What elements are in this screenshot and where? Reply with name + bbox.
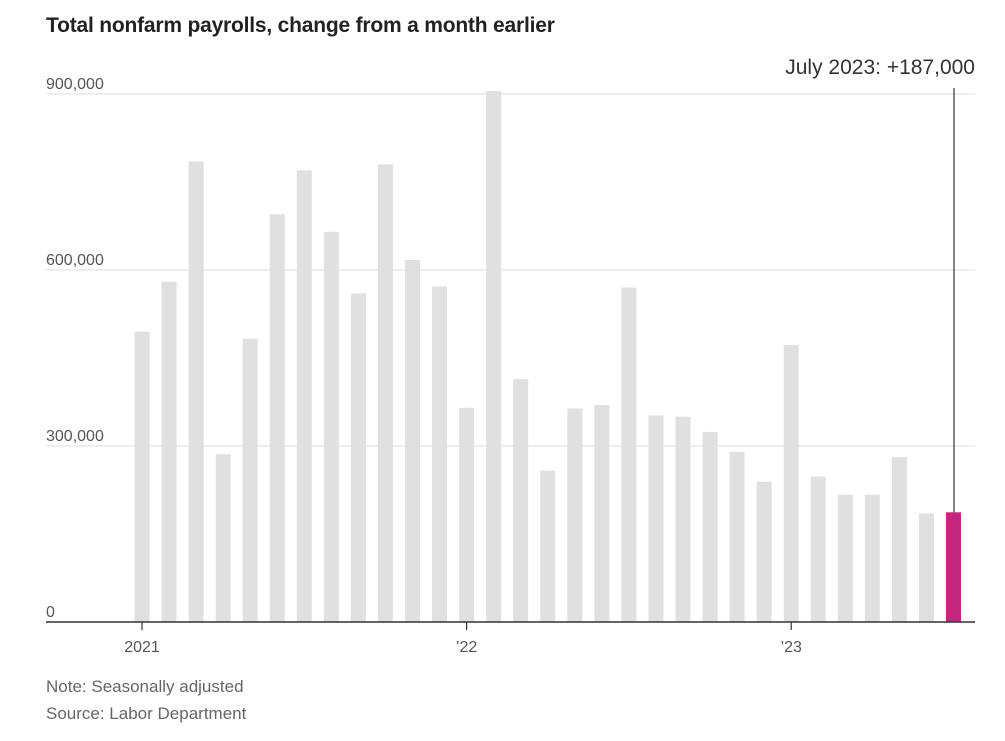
bar — [242, 338, 258, 622]
bar — [594, 404, 610, 622]
y-tick-label: 0 — [46, 604, 55, 621]
chart-source: Source: Labor Department — [46, 704, 247, 723]
bar — [918, 513, 934, 622]
bar — [567, 408, 583, 622]
bar — [486, 91, 502, 623]
chart-note: Note: Seasonally adjusted — [46, 677, 244, 696]
bar — [702, 431, 718, 622]
bar — [459, 407, 475, 622]
bar — [756, 481, 772, 622]
bar — [296, 170, 312, 622]
bar — [783, 345, 799, 622]
bar — [134, 331, 150, 622]
bar — [810, 476, 826, 622]
bar — [269, 214, 285, 622]
bar — [540, 470, 556, 622]
bars — [134, 91, 961, 623]
bar — [350, 293, 366, 622]
bar — [161, 281, 177, 622]
x-tick-label: ’23 — [781, 639, 802, 656]
x-tick-label: 2021 — [124, 639, 160, 656]
x-axis-ticks: 2021 ’22 ’23 — [124, 622, 802, 656]
bar — [729, 451, 745, 622]
bar — [837, 494, 853, 622]
bar — [323, 231, 339, 622]
bar — [891, 457, 907, 622]
bar — [675, 416, 691, 622]
bar — [377, 164, 393, 622]
bar — [864, 494, 880, 622]
bar-highlight — [946, 512, 961, 622]
bar — [188, 161, 204, 622]
bar — [432, 286, 448, 622]
gridlines — [46, 93, 975, 447]
chart-title: Total nonfarm payrolls, change from a mo… — [46, 14, 555, 37]
y-tick-label: 600,000 — [46, 252, 104, 269]
x-tick-label: ’22 — [456, 639, 477, 656]
bar — [405, 260, 420, 622]
y-tick-label: 300,000 — [46, 428, 104, 445]
bar — [215, 454, 231, 622]
y-axis-ticks: 0 300,000 600,000 900,000 — [46, 76, 104, 621]
bar — [648, 415, 664, 622]
callout-label: July 2023: +187,000 — [785, 56, 975, 79]
y-tick-label: 900,000 — [46, 76, 104, 93]
bar — [513, 379, 529, 622]
bar — [621, 287, 637, 622]
